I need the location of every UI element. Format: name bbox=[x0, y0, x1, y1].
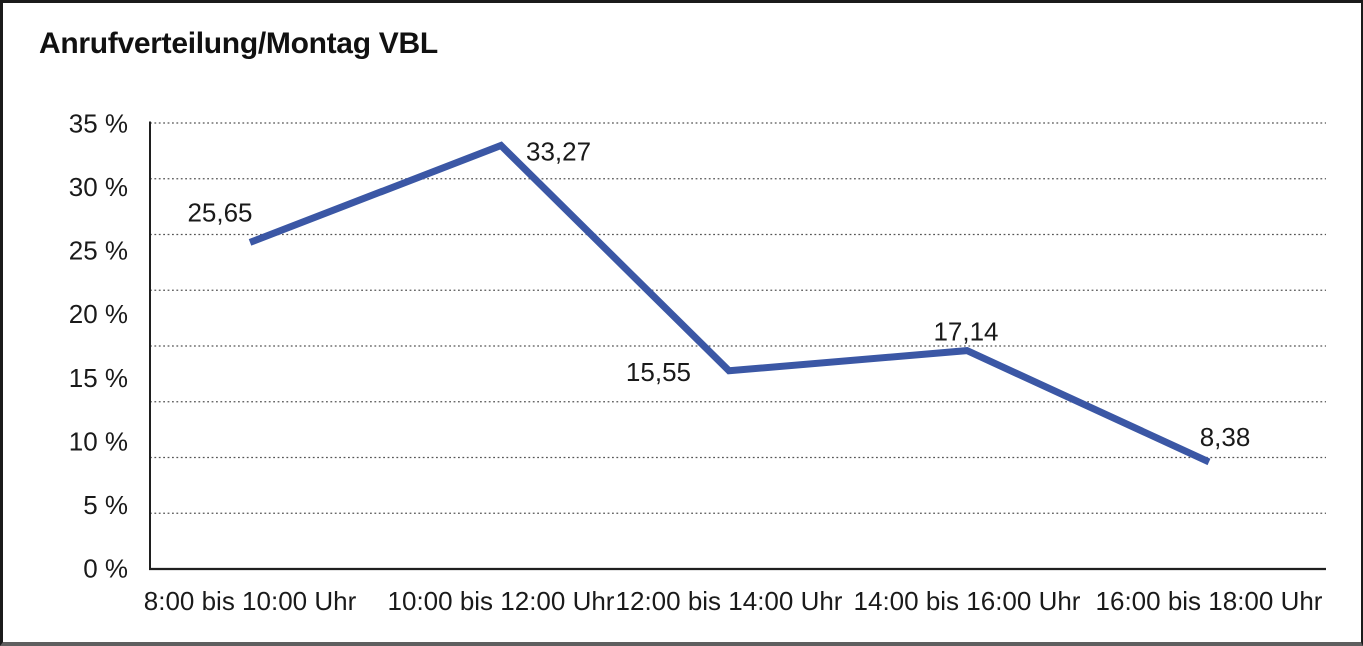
data-value-label: 33,27 bbox=[526, 136, 591, 166]
x-tick-label: 12:00 bis 14:00 Uhr bbox=[616, 586, 843, 616]
data-value-label: 15,55 bbox=[626, 357, 691, 387]
x-tick-label: 10:00 bis 12:00 Uhr bbox=[388, 586, 615, 616]
data-line bbox=[248, 141, 1211, 466]
y-tick-label: 35 % bbox=[69, 109, 128, 139]
data-value-label: 8,38 bbox=[1200, 422, 1251, 452]
y-tick-label: 15 % bbox=[69, 363, 128, 393]
data-value-label: 25,65 bbox=[187, 197, 252, 227]
y-tick-label: 10 % bbox=[69, 426, 128, 456]
chart-title: Anrufverteilung/Montag VBL bbox=[39, 27, 438, 60]
y-tick-label: 0 % bbox=[83, 554, 128, 584]
x-tick-label: 16:00 bis 18:00 Uhr bbox=[1096, 586, 1323, 616]
x-tick-label: 14:00 bis 16:00 Uhr bbox=[854, 586, 1081, 616]
y-tick-label: 30 % bbox=[69, 172, 128, 202]
y-tick-label: 25 % bbox=[69, 236, 128, 266]
y-tick-label: 5 % bbox=[83, 490, 128, 520]
line-chart-plot: 35 % 30 % 25 % 20 % 15 % 10 % 5 % 0 % 8:00 bis 1… bbox=[69, 109, 1326, 616]
x-tick-label: 8:00 bis 10:00 Uhr bbox=[144, 586, 357, 616]
y-tick-label: 20 % bbox=[69, 299, 128, 329]
data-value-label: 17,14 bbox=[933, 317, 998, 347]
